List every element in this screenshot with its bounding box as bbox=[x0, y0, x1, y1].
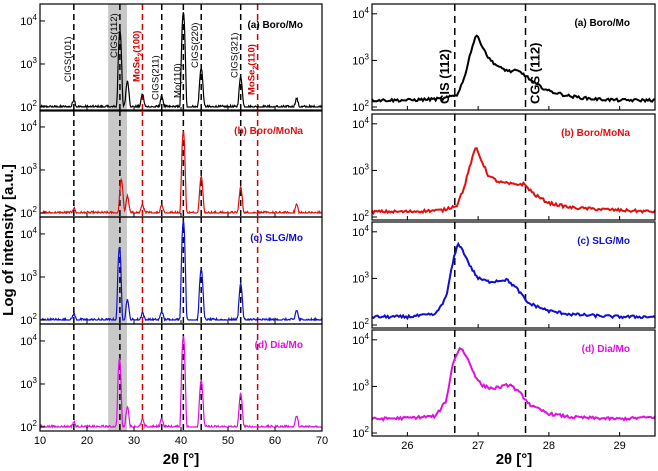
zoom-series-label-3: (c) SLG/Mo bbox=[577, 236, 630, 247]
left-chart-wide-range: 102 103 104 (a) Boro/Mo 102 103 104 (b) Boro/Mo… bbox=[20, 3, 328, 447]
y-tick-label: 103 bbox=[352, 378, 369, 393]
y-tick-label: 102 bbox=[20, 312, 37, 327]
peak-label-mose2-100-: MoSe2(100) bbox=[131, 31, 144, 82]
zoom-series-label-4: (d) Dia/Mo bbox=[582, 344, 630, 355]
y-tick-label: 103 bbox=[20, 56, 37, 71]
y-tick-label: 102 bbox=[352, 99, 369, 114]
right-panel-frame bbox=[371, 329, 656, 437]
y-tick-label: 103 bbox=[352, 270, 369, 285]
y-tick-label: 102 bbox=[352, 209, 369, 224]
y-tick-label: 104 bbox=[20, 226, 37, 241]
y-tick-label: 103 bbox=[20, 269, 37, 284]
right-chart-zoom-region: 102 103 104 (a) Boro/Mo 102 103 104 (b) Boro/Mo… bbox=[352, 3, 656, 452]
peak-label-mo-110-: Mo(110) bbox=[172, 63, 183, 98]
zoom-spectrum-line-3 bbox=[371, 241, 656, 321]
y-tick-label: 104 bbox=[352, 224, 369, 239]
series-label-1: (a) Boro/Mo bbox=[247, 20, 303, 31]
y-tick-label: 103 bbox=[20, 376, 37, 391]
peak-label-mose2-110-: MoSe2(110) bbox=[247, 44, 260, 95]
y-tick-label: 103 bbox=[20, 162, 37, 177]
zoom-spectrum-line-2 bbox=[371, 146, 656, 216]
y-tick-label: 103 bbox=[352, 52, 369, 67]
cis-112-label: CIS (112) bbox=[437, 49, 452, 104]
left-x-axis-title: 2θ [°] bbox=[163, 451, 200, 468]
zoom-spectrum-line-1 bbox=[371, 34, 656, 104]
y-tick-label: 104 bbox=[352, 332, 369, 347]
y-tick-label: 104 bbox=[352, 116, 369, 131]
x-tick-label: 26 bbox=[401, 440, 413, 452]
right-x-axis-title: 2θ [°] bbox=[496, 451, 533, 468]
right-panel-frame bbox=[371, 113, 656, 221]
cgs-112-label: CGS (112) bbox=[528, 43, 543, 104]
series-label-4: (d) Dia/Mo bbox=[255, 340, 303, 351]
x-tick-label: 27 bbox=[472, 440, 484, 452]
peak-label-cigs-220-: CIGS(220) bbox=[190, 23, 201, 68]
x-tick-label: 28 bbox=[543, 440, 555, 452]
series-label-2: (b) Boro/MoNa bbox=[234, 126, 303, 137]
x-tick-label: 30 bbox=[128, 435, 140, 447]
right-panel-frame bbox=[371, 221, 656, 329]
x-tick-label: 70 bbox=[316, 435, 328, 447]
y-axis-title: Log of intensity [a.u.] bbox=[0, 164, 17, 316]
peak-label-cigs-112-: CIGS(112) bbox=[109, 13, 120, 58]
peak-label-cigs-211-: CIGS(211) bbox=[151, 55, 162, 100]
series-label-3: (c) SLG/Mo bbox=[250, 233, 303, 244]
x-tick-label: 20 bbox=[81, 435, 93, 447]
y-tick-label: 103 bbox=[352, 162, 369, 177]
zoom-series-label-1: (a) Boro/Mo bbox=[574, 18, 630, 29]
x-tick-label: 40 bbox=[175, 435, 187, 447]
y-tick-label: 104 bbox=[20, 119, 37, 134]
y-tick-label: 104 bbox=[20, 13, 37, 28]
right-panel-frame bbox=[371, 3, 656, 111]
y-tick-label: 104 bbox=[20, 333, 37, 348]
peak-label-cigs-321-: CIGS(321) bbox=[230, 33, 241, 78]
x-tick-label: 60 bbox=[269, 435, 281, 447]
x-tick-label: 10 bbox=[34, 435, 46, 447]
spectrum-line-2 bbox=[40, 131, 323, 215]
y-tick-label: 102 bbox=[20, 205, 37, 220]
spectrum-line-1 bbox=[39, 12, 323, 109]
y-tick-label: 102 bbox=[352, 425, 369, 440]
y-tick-label: 102 bbox=[20, 419, 37, 434]
spectrum-line-4 bbox=[39, 335, 322, 430]
y-tick-label: 102 bbox=[352, 317, 369, 332]
peak-label-cigs-101-: CIGS(101) bbox=[63, 37, 74, 82]
x-tick-label: 29 bbox=[614, 440, 626, 452]
y-tick-label: 104 bbox=[352, 6, 369, 21]
zoom-series-label-2: (b) Boro/MoNa bbox=[561, 128, 630, 139]
y-tick-label: 102 bbox=[20, 99, 37, 114]
zoom-spectrum-line-4 bbox=[371, 346, 656, 422]
x-tick-label: 50 bbox=[222, 435, 234, 447]
